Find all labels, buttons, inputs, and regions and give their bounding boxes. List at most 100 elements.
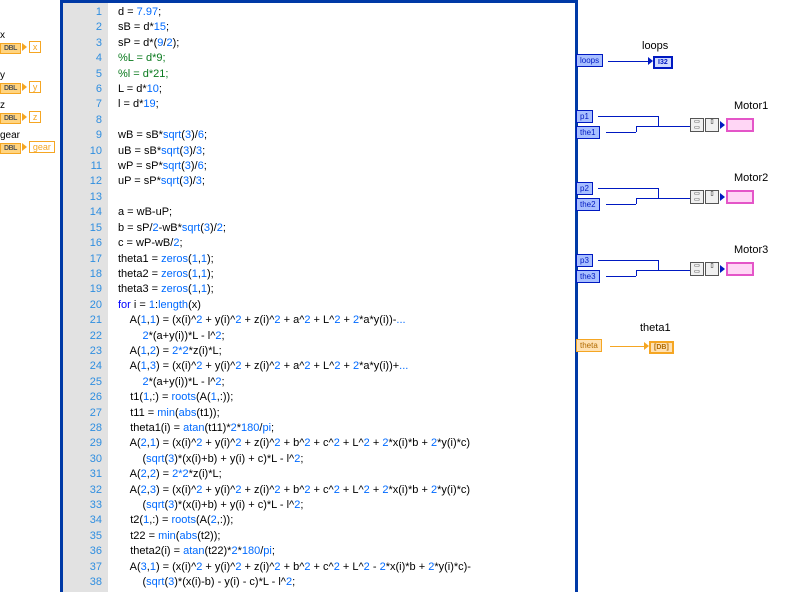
code-line[interactable]: 20for i = 1:length(x) [63, 298, 575, 313]
line-code[interactable]: t11 = min(abs(t1)); [108, 406, 220, 421]
code-line[interactable]: 18theta2 = zeros(1,1); [63, 267, 575, 282]
code-line[interactable]: 34 t2(1,:) = roots(A(2,:)); [63, 513, 575, 528]
code-line[interactable]: 6L = d*10; [63, 82, 575, 97]
code-line[interactable]: 1d = 7.97; [63, 5, 575, 20]
code-line[interactable]: 35 t22 = min(abs(t2)); [63, 529, 575, 544]
code-line[interactable]: 26 t1(1,:) = roots(A(1,:)); [63, 390, 575, 405]
code-line[interactable]: 21 A(1,1) = (x(i)^2 + y(i)^2 + z(i)^2 + … [63, 313, 575, 328]
line-code[interactable]: 2*(a+y(i))*L - l^2; [108, 329, 225, 344]
line-code[interactable] [108, 190, 118, 205]
code-line[interactable]: 8 [63, 113, 575, 128]
wire [608, 61, 648, 62]
input-x[interactable]: xDBLx [0, 30, 41, 54]
line-code[interactable]: %L = d*9; [108, 51, 166, 66]
line-code[interactable]: theta2(i) = atan(t22)*2*180/pi; [108, 544, 275, 559]
code-line[interactable]: 38 (sqrt(3)*(x(i)-b) - y(i) - c)*L - l^2… [63, 575, 575, 590]
code-line[interactable]: 2sB = d*15; [63, 20, 575, 35]
line-code[interactable]: t1(1,:) = roots(A(1,:)); [108, 390, 233, 405]
line-code[interactable]: t2(1,:) = roots(A(2,:)); [108, 513, 233, 528]
code-line[interactable]: 37 A(3,1) = (x(i)^2 + y(i)^2 + z(i)^2 + … [63, 560, 575, 575]
line-code[interactable]: 2*(a+y(i))*L - l^2; [108, 375, 225, 390]
motor-indicator-motor3[interactable]: ▭▭▯ [690, 262, 754, 276]
tunnel-the2[interactable]: the2 [576, 198, 600, 211]
line-code[interactable]: theta1(i) = atan(t11)*2*180/pi; [108, 421, 274, 436]
code-line[interactable]: 14a = wB-uP; [63, 205, 575, 220]
line-code[interactable]: A(2,1) = (x(i)^2 + y(i)^2 + z(i)^2 + b^2… [108, 436, 470, 451]
code-lines[interactable]: 1d = 7.97;2sB = d*15;3sP = d*(9/2);4%L =… [63, 5, 575, 590]
code-line[interactable]: 28 theta1(i) = atan(t11)*2*180/pi; [63, 421, 575, 436]
line-code[interactable]: theta1 = zeros(1,1); [108, 252, 214, 267]
code-line[interactable]: 4%L = d*9; [63, 51, 575, 66]
code-line[interactable]: 9wB = sB*sqrt(3)/6; [63, 128, 575, 143]
motor-indicator-motor1[interactable]: ▭▭▯ [690, 118, 754, 132]
code-line[interactable]: 16c = wP-wB/2; [63, 236, 575, 251]
line-code[interactable]: b = sP/2-wB*sqrt(3)/2; [108, 221, 226, 236]
input-y[interactable]: yDBLy [0, 70, 41, 94]
line-code[interactable]: A(2,2) = 2*2*z(i)*L; [108, 467, 222, 482]
line-code[interactable]: A(1,3) = (x(i)^2 + y(i)^2 + z(i)^2 + a^2… [108, 359, 408, 374]
input-gear[interactable]: gearDBLgear [0, 130, 55, 154]
code-line[interactable]: 25 2*(a+y(i))*L - l^2; [63, 375, 575, 390]
code-line[interactable]: 13 [63, 190, 575, 205]
i32-indicator[interactable]: I32 [648, 55, 673, 69]
line-code[interactable]: wB = sB*sqrt(3)/6; [108, 128, 207, 143]
wire [606, 132, 636, 133]
line-code[interactable]: sP = d*(9/2); [108, 36, 179, 51]
wire [678, 198, 690, 199]
line-code[interactable]: c = wP-wB/2; [108, 236, 183, 251]
code-line[interactable]: 15b = sP/2-wB*sqrt(3)/2; [63, 221, 575, 236]
line-code[interactable]: t22 = min(abs(t2)); [108, 529, 220, 544]
line-code[interactable] [108, 113, 118, 128]
line-code[interactable]: for i = 1:length(x) [108, 298, 201, 313]
bundle-icon: ▭▭ [690, 190, 704, 204]
line-code[interactable]: sB = d*15; [108, 20, 169, 35]
code-line[interactable]: 33 (sqrt(3)*(x(i)+b) + y(i) + c)*L - l^2… [63, 498, 575, 513]
line-code[interactable]: d = 7.97; [108, 5, 161, 20]
line-code[interactable]: A(3,1) = (x(i)^2 + y(i)^2 + z(i)^2 + b^2… [108, 560, 471, 575]
line-code[interactable]: theta3 = zeros(1,1); [108, 282, 214, 297]
line-code[interactable]: uB = sB*sqrt(3)/3; [108, 144, 205, 159]
code-line[interactable]: 30 (sqrt(3)*(x(i)+b) + y(i) + c)*L - l^2… [63, 452, 575, 467]
line-code[interactable]: L = d*10; [108, 82, 162, 97]
line-code[interactable]: A(1,1) = (x(i)^2 + y(i)^2 + z(i)^2 + a^2… [108, 313, 406, 328]
line-code[interactable]: %l = d*21; [108, 67, 168, 82]
code-line[interactable]: 31 A(2,2) = 2*2*z(i)*L; [63, 467, 575, 482]
tunnel-the3[interactable]: the3 [576, 270, 600, 283]
motor-indicator-motor2[interactable]: ▭▭▯ [690, 190, 754, 204]
code-line[interactable]: 17theta1 = zeros(1,1); [63, 252, 575, 267]
code-line[interactable]: 36 theta2(i) = atan(t22)*2*180/pi; [63, 544, 575, 559]
code-line[interactable]: 10uB = sB*sqrt(3)/3; [63, 144, 575, 159]
tunnel-p1[interactable]: p1 [576, 110, 593, 123]
tunnel-p3[interactable]: p3 [576, 254, 593, 267]
input-z[interactable]: zDBLz [0, 100, 41, 124]
code-line[interactable]: 32 A(2,3) = (x(i)^2 + y(i)^2 + z(i)^2 + … [63, 483, 575, 498]
tunnel-the1[interactable]: the1 [576, 126, 600, 139]
code-line[interactable]: 3sP = d*(9/2); [63, 36, 575, 51]
theta-indicator[interactable]: [DB] [644, 340, 674, 354]
line-code[interactable]: (sqrt(3)*(x(i)+b) + y(i) + c)*L - l^2; [108, 452, 303, 467]
line-code[interactable]: a = wB-uP; [108, 205, 172, 220]
line-code[interactable]: uP = sP*sqrt(3)/3; [108, 174, 205, 189]
code-line[interactable]: 24 A(1,3) = (x(i)^2 + y(i)^2 + z(i)^2 + … [63, 359, 575, 374]
line-code[interactable]: l = d*19; [108, 97, 159, 112]
code-line[interactable]: 29 A(2,1) = (x(i)^2 + y(i)^2 + z(i)^2 + … [63, 436, 575, 451]
line-code[interactable]: (sqrt(3)*(x(i)-b) - y(i) - c)*L - l^2; [108, 575, 295, 590]
line-code[interactable]: A(2,3) = (x(i)^2 + y(i)^2 + z(i)^2 + b^2… [108, 483, 470, 498]
line-code[interactable]: theta2 = zeros(1,1); [108, 267, 214, 282]
code-line[interactable]: 23 A(1,2) = 2*2*z(i)*L; [63, 344, 575, 359]
line-number: 29 [63, 436, 108, 451]
code-line[interactable]: 5%l = d*21; [63, 67, 575, 82]
code-line[interactable]: 22 2*(a+y(i))*L - l^2; [63, 329, 575, 344]
code-line[interactable]: 19theta3 = zeros(1,1); [63, 282, 575, 297]
code-line[interactable]: 27 t11 = min(abs(t1)); [63, 406, 575, 421]
line-code[interactable]: A(1,2) = 2*2*z(i)*L; [108, 344, 222, 359]
line-code[interactable]: wP = sP*sqrt(3)/6; [108, 159, 207, 174]
tunnel-loops[interactable]: loops [576, 54, 603, 67]
line-code[interactable]: (sqrt(3)*(x(i)+b) + y(i) + c)*L - l^2; [108, 498, 303, 513]
tunnel-theta[interactable]: theta [576, 339, 602, 352]
tunnel-p2[interactable]: p2 [576, 182, 593, 195]
mathscript-node[interactable]: 1d = 7.97;2sB = d*15;3sP = d*(9/2);4%L =… [60, 0, 578, 592]
code-line[interactable]: 12uP = sP*sqrt(3)/3; [63, 174, 575, 189]
code-line[interactable]: 7l = d*19; [63, 97, 575, 112]
code-line[interactable]: 11wP = sP*sqrt(3)/6; [63, 159, 575, 174]
